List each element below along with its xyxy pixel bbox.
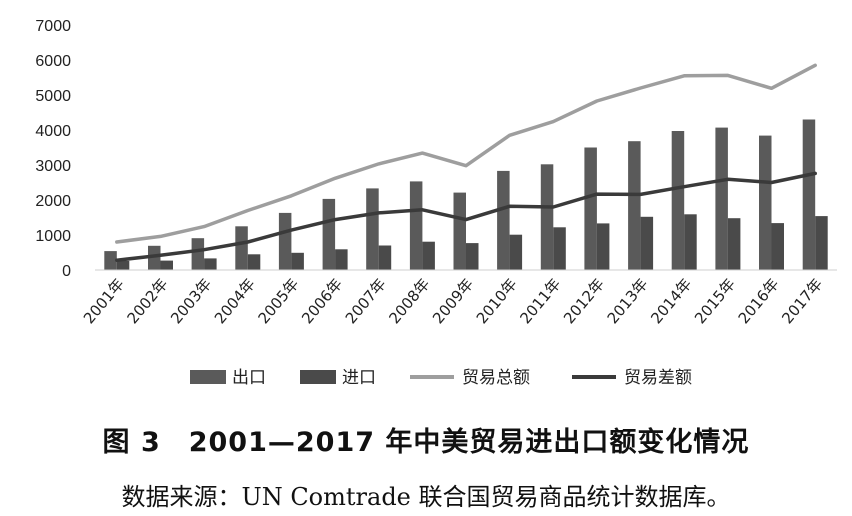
- bar-出口-2004年: [235, 226, 248, 271]
- bar-出口-2010年: [497, 170, 510, 270]
- y-tick-label: 5000: [35, 88, 71, 105]
- x-tick-label: 2002年: [124, 275, 172, 327]
- bar-出口-2014年: [671, 131, 685, 270]
- y-tick-label: 3000: [35, 158, 71, 175]
- bar-出口-2017年: [802, 119, 816, 270]
- bar-出口-2003年: [191, 238, 205, 270]
- bar-进口-2016年: [771, 223, 784, 270]
- y-tick-label: 7000: [35, 18, 71, 35]
- bar-出口-2012年: [584, 147, 597, 270]
- bar-进口-2017年: [815, 216, 828, 270]
- x-tick-label: 2008年: [385, 275, 433, 327]
- legend-label-贸易差额: 贸易差额: [624, 368, 692, 388]
- bar-出口-2007年: [366, 188, 379, 270]
- bar-进口-2009年: [466, 243, 479, 270]
- data-source-note: 数据来源：UN Comtrade 联合国贸易商品统计数据库。: [121, 483, 731, 511]
- bar-出口-2002年: [148, 245, 161, 270]
- y-tick-label: 6000: [35, 53, 71, 70]
- bar-进口-2007年: [378, 245, 392, 270]
- x-tick-label: 2009年: [429, 275, 477, 327]
- legend: 出口 进口 贸易总额 贸易差额: [190, 368, 692, 388]
- legend-label-出口: 出口: [232, 368, 266, 388]
- x-tick-label: 2010年: [473, 275, 521, 327]
- trade-chart: 0 1000 2000 3000 4000 5000 6000 7000 2001年2002年…: [35, 18, 837, 388]
- bar-进口-2013年: [640, 216, 654, 270]
- bar-出口-2009年: [453, 192, 466, 270]
- legend-label-贸易总额: 贸易总额: [462, 368, 530, 388]
- line-series: [115, 63, 817, 262]
- bar-出口-2011年: [540, 164, 554, 270]
- bar-进口-2011年: [553, 227, 566, 270]
- x-tick-label: 2005年: [254, 275, 302, 327]
- bar-出口-2005年: [278, 212, 292, 270]
- bar-进口-2004年: [247, 254, 261, 271]
- bar-出口-2008年: [409, 181, 423, 270]
- x-axis-tick-labels: 2001年2002年2003年2004年2005年2006年2007年2008年…: [80, 275, 826, 327]
- line-贸易差额: [115, 171, 817, 262]
- bar-出口-2016年: [759, 135, 772, 270]
- bar-进口-2005年: [291, 252, 304, 270]
- bar-出口-2006年: [322, 198, 336, 270]
- bar-出口-2013年: [628, 141, 641, 270]
- y-tick-label: 4000: [35, 123, 71, 140]
- y-tick-label: 2000: [35, 193, 71, 210]
- bar-进口-2008年: [422, 241, 435, 270]
- y-tick-label: 0: [62, 263, 71, 280]
- bar-进口-2006年: [335, 249, 348, 270]
- x-tick-label: 2014年: [647, 275, 695, 327]
- x-tick-label: 2001年: [80, 275, 128, 327]
- bar-进口-2012年: [596, 223, 610, 270]
- x-tick-label: 2003年: [167, 275, 215, 327]
- bar-出口-2001年: [104, 251, 117, 270]
- x-tick-label: 2015年: [691, 275, 739, 327]
- x-tick-label: 2007年: [342, 275, 390, 327]
- bar-进口-2010年: [509, 234, 523, 270]
- bar-进口-2014年: [684, 214, 697, 270]
- x-tick-label: 2006年: [298, 275, 346, 327]
- x-tick-label: 2011年: [516, 275, 564, 327]
- x-tick-label: 2012年: [560, 275, 608, 327]
- y-axis-tick-labels: 0 1000 2000 3000 4000 5000 6000 7000: [35, 18, 71, 280]
- bar-出口-2015年: [715, 127, 728, 270]
- bar-series: [104, 119, 828, 271]
- legend-label-进口: 进口: [342, 368, 376, 388]
- legend-swatch-进口: [300, 370, 336, 384]
- x-tick-label: 2013年: [604, 275, 652, 327]
- figure-caption: 图 3 2001—2017 年中美贸易进出口额变化情况: [102, 427, 750, 458]
- x-tick-label: 2017年: [778, 275, 826, 327]
- bar-进口-2001年: [116, 260, 130, 270]
- legend-swatch-出口: [190, 370, 226, 384]
- x-tick-label: 2004年: [211, 275, 259, 327]
- bar-进口-2015年: [727, 218, 741, 270]
- y-tick-label: 1000: [35, 228, 71, 245]
- bar-进口-2003年: [204, 258, 217, 270]
- x-tick-label: 2016年: [735, 275, 783, 327]
- bar-进口-2002年: [160, 260, 173, 270]
- line-贸易总额: [115, 63, 817, 244]
